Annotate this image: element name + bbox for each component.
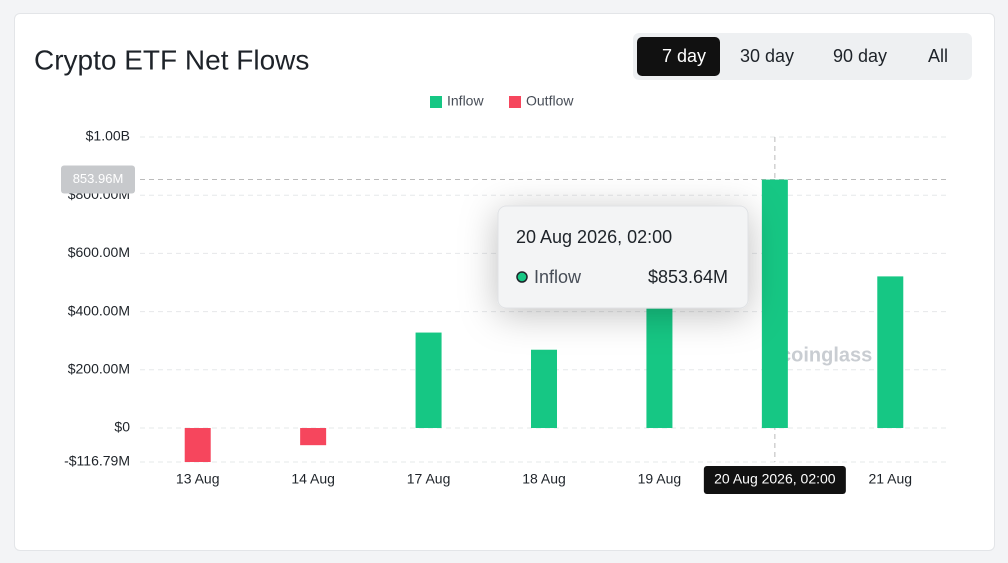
legend-label[interactable]: Outflow (526, 93, 574, 109)
y-tick-label: -$116.79M (64, 453, 130, 469)
legend-swatch (430, 96, 442, 108)
bar[interactable] (531, 349, 557, 429)
y-tick-label: $1.00B (86, 128, 130, 144)
x-tick-label: 17 Aug (407, 471, 451, 487)
y-tick-label: $0 (114, 419, 130, 435)
bar[interactable] (184, 428, 211, 462)
bar[interactable] (300, 428, 327, 446)
chart-title: Crypto ETF Net Flows (34, 44, 309, 75)
watermark: coinglass (780, 344, 872, 366)
x-tick-label: 14 Aug (291, 471, 335, 487)
x-tick-label: 19 Aug (638, 471, 682, 487)
tooltip-value: $853.64M (648, 267, 728, 287)
tooltip-dot (516, 271, 528, 283)
bar[interactable] (761, 179, 788, 429)
bar[interactable] (415, 332, 442, 429)
range-label[interactable]: 90 day (833, 46, 887, 66)
y-tick-label: $400.00M (68, 302, 130, 318)
x-tick-label: 18 Aug (522, 471, 566, 487)
x-highlight (703, 466, 846, 494)
y-tick-label: $600.00M (68, 244, 130, 260)
bar[interactable] (646, 308, 673, 429)
tooltip (497, 205, 749, 309)
crosshair-label-bg (61, 165, 135, 194)
tooltip-title: 20 Aug 2026, 02:00 (516, 227, 672, 247)
x-tick-label: 21 Aug (868, 471, 912, 487)
range-label[interactable]: 7 day (662, 46, 706, 66)
crosshair-label: 853.96M (73, 171, 124, 186)
y-tick-label: $200.00M (68, 361, 130, 377)
tooltip-name: Inflow (534, 267, 582, 287)
range-button[interactable] (637, 37, 720, 76)
x-tick-label: 13 Aug (176, 471, 220, 487)
range-label[interactable]: All (928, 46, 948, 66)
legend-swatch (509, 96, 521, 108)
range-label[interactable]: 30 day (740, 46, 794, 66)
x-tick-label: 20 Aug 2026, 02:00 (714, 471, 836, 487)
bar[interactable] (877, 276, 904, 429)
legend-label[interactable]: Inflow (447, 93, 484, 109)
